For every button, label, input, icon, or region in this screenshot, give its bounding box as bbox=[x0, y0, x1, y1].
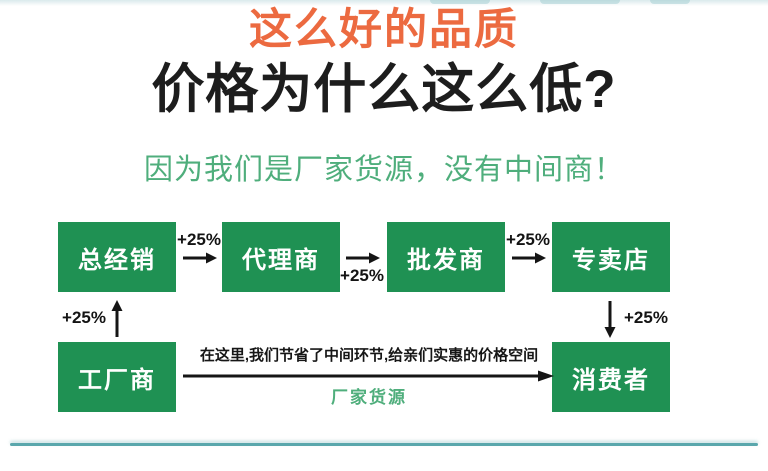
page-title-accent: 这么好的品质 bbox=[249, 6, 519, 54]
arrow-right-icon bbox=[183, 252, 217, 264]
middle-arrow-caption: 在这里,我们节省了中间环节,给亲们实惠的价格空间 bbox=[199, 347, 539, 364]
long-arrow-right-icon bbox=[183, 370, 554, 382]
factory-source-label: 厂家货源 bbox=[331, 388, 407, 407]
increment-label: +25% bbox=[340, 266, 384, 285]
increment-label: +25% bbox=[624, 308, 668, 327]
increment-label: +25% bbox=[506, 230, 550, 249]
cutoff-text-remnant bbox=[0, 0, 768, 6]
increment-label: +25% bbox=[177, 230, 221, 249]
remnant-blob bbox=[650, 0, 690, 4]
flow-box-consumer: 消费者 bbox=[552, 342, 670, 412]
increment-label: +25% bbox=[62, 308, 106, 327]
flow-box-wholesaler: 批发商 bbox=[387, 222, 505, 292]
flow-box-specialty-store: 专卖店 bbox=[552, 222, 670, 292]
flow-box-label: 工厂商 bbox=[78, 366, 156, 394]
remnant-blob bbox=[540, 0, 620, 4]
bottom-divider bbox=[10, 443, 758, 446]
arrow-right-icon bbox=[346, 252, 380, 264]
page-title-main: 价格为什么这么低? bbox=[151, 60, 617, 119]
flow-box-general-distributor: 总经销 bbox=[58, 222, 176, 292]
arrow-right-icon bbox=[512, 252, 546, 264]
remnant-blob bbox=[430, 0, 490, 4]
page-subtitle: 因为我们是厂家货源，没有中间商！ bbox=[143, 154, 624, 186]
flow-box-label: 消费者 bbox=[572, 366, 650, 394]
flow-box-factory: 工厂商 bbox=[58, 342, 176, 412]
flow-box-agent: 代理商 bbox=[222, 222, 340, 292]
flow-box-label: 总经销 bbox=[78, 246, 156, 274]
arrow-up-icon bbox=[111, 300, 123, 337]
flow-box-label: 专卖店 bbox=[572, 246, 650, 274]
flow-box-label: 批发商 bbox=[407, 246, 485, 274]
flow-box-label: 代理商 bbox=[242, 246, 320, 274]
arrow-down-icon bbox=[604, 301, 616, 338]
